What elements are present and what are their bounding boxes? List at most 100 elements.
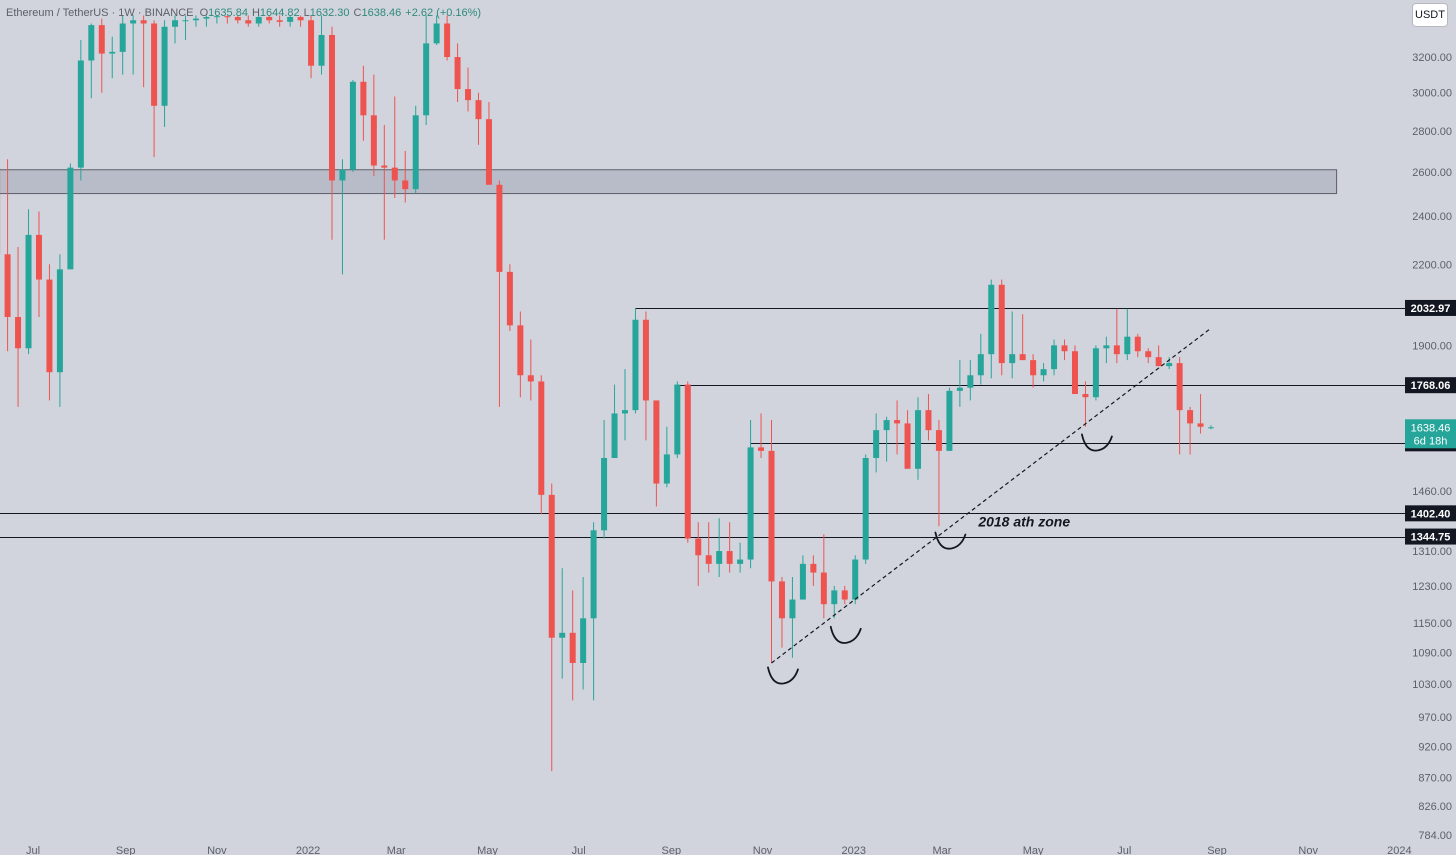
- candle-body-38: [391, 167, 398, 181]
- candle-body-16: [161, 26, 168, 106]
- y-tick-label-9: 1230.00: [1412, 581, 1452, 593]
- candle-body-107: [1113, 345, 1120, 355]
- candle-body-112: [1166, 363, 1173, 367]
- candle-body-72: [747, 447, 754, 560]
- candle-body-61: [632, 319, 639, 411]
- candle-body-44: [454, 57, 461, 90]
- level-tag-bg-1: [1405, 377, 1456, 394]
- candle-body-79: [820, 572, 827, 605]
- swing-mark-2: [934, 531, 967, 550]
- candle-body-99: [1030, 360, 1037, 376]
- candle-body-55: [569, 632, 576, 663]
- candle-body-51: [527, 375, 534, 382]
- candle-body-82: [852, 559, 859, 600]
- candle-body-78: [810, 563, 817, 573]
- candle-body-23: [234, 17, 241, 21]
- candle-body-64: [663, 454, 670, 484]
- close-label: C: [353, 7, 362, 19]
- symbol-interval: 1W: [118, 7, 135, 19]
- high-value: 1644.82: [259, 7, 300, 19]
- candle-body-8: [77, 60, 84, 168]
- candle-body-40: [412, 115, 419, 190]
- candle-body-30: [308, 20, 315, 66]
- candle-body-98: [1019, 354, 1026, 361]
- y-tick-label-15: 870.00: [1418, 772, 1452, 784]
- candle-body-20: [203, 17, 210, 19]
- candle-body-96: [998, 284, 1005, 364]
- low-label: L: [303, 7, 310, 19]
- candle-body-10: [98, 25, 105, 54]
- candle-body-80: [831, 590, 838, 605]
- level-tag-bg-0: [1405, 299, 1456, 316]
- swing-mark-0: [767, 666, 799, 685]
- candle-body-12: [119, 23, 126, 52]
- x-tick-label-1: Sep: [116, 845, 136, 855]
- level-tag-3: 1402.40: [1411, 508, 1451, 520]
- candle-body-89: [925, 410, 932, 431]
- candle-body-56: [580, 618, 587, 663]
- candle-body-50: [517, 325, 524, 376]
- y-tick-label-13: 970.00: [1418, 712, 1452, 724]
- x-tick-label-6: Jul: [572, 845, 586, 855]
- y-tick-label-17: 784.00: [1418, 830, 1452, 842]
- close-value: 1638.46: [361, 7, 402, 19]
- candle-body-27: [276, 20, 283, 22]
- candle-body-21: [213, 16, 220, 18]
- candle-body-83: [862, 457, 869, 560]
- candle-body-37: [381, 165, 388, 168]
- candle-body-84: [873, 430, 880, 458]
- x-tick-label-9: 2023: [841, 845, 865, 855]
- candle-body-71: [737, 559, 744, 564]
- candle-body-41: [423, 43, 430, 116]
- candle-body-39: [402, 180, 409, 190]
- x-tick-label-14: Nov: [1298, 845, 1318, 855]
- candle-body-63: [653, 400, 660, 484]
- y-tick-label-2: 2800.00: [1412, 126, 1452, 138]
- candle-body-103: [1071, 351, 1078, 395]
- level-tag-1: 1768.06: [1411, 380, 1451, 392]
- x-tick-label-12: Jul: [1117, 845, 1131, 855]
- candle-body-77: [799, 563, 806, 600]
- candle-body-29: [297, 17, 304, 21]
- candle-body-1: [4, 254, 11, 317]
- candle-body-92: [956, 387, 963, 391]
- y-tick-label-8: 1310.00: [1412, 546, 1452, 558]
- candle-body-43: [444, 23, 451, 58]
- candle-body-49: [506, 271, 513, 326]
- candle-body-85: [883, 420, 890, 431]
- candle-body-52: [538, 381, 545, 495]
- candle-body-17: [172, 20, 179, 27]
- y-tick-label-5: 2200.00: [1412, 259, 1452, 271]
- candle-body-105: [1092, 348, 1099, 398]
- candle-body-91: [946, 390, 953, 451]
- currency-button[interactable]: USDT: [1413, 4, 1447, 26]
- level-tag-bg-3: [1405, 505, 1456, 522]
- candle-body-93: [967, 375, 974, 388]
- open-value: 1635.84: [208, 7, 248, 19]
- candle-body-62: [642, 319, 649, 401]
- symbol-legend: Ethereum / TetherUS · 1W · BINANCE O1635…: [6, 7, 482, 19]
- candle-body-59: [611, 413, 618, 458]
- x-tick-label-2: Nov: [207, 845, 227, 855]
- candle-body-66: [684, 384, 691, 539]
- candle-body-57: [590, 530, 597, 619]
- candle-body-68: [705, 555, 712, 564]
- candle-body-102: [1061, 345, 1068, 352]
- candle-body-36: [370, 115, 377, 166]
- y-tick-label-10: 1150.00: [1413, 618, 1452, 630]
- candle-body-116: [1208, 427, 1215, 429]
- resistance-zone: [0, 169, 1338, 195]
- candle-body-114: [1187, 410, 1194, 424]
- candle-body-94: [977, 354, 984, 376]
- level-tag-bg-4: [1405, 528, 1456, 545]
- candle-body-58: [601, 457, 608, 531]
- annotation-text: 2018 ath zone: [977, 513, 1070, 529]
- candle-body-97: [1009, 354, 1016, 364]
- candle-body-14: [140, 20, 147, 24]
- level-tag-4: 1344.75: [1411, 532, 1451, 544]
- x-tick-label-3: 2022: [296, 845, 320, 855]
- candle-body-18: [182, 20, 189, 22]
- candle-body-5: [46, 279, 53, 373]
